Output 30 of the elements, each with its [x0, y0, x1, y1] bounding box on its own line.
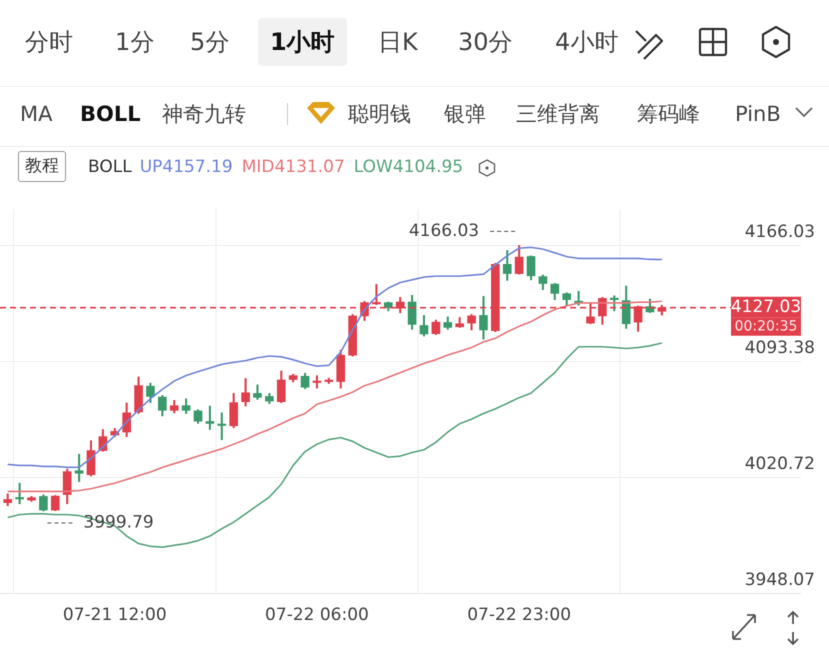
text: UP4157.19 — [140, 157, 233, 177]
text: BOLL — [80, 102, 141, 126]
x-tick-label: 07-22 06:00 — [265, 605, 369, 626]
legend-title: BOLL — [88, 157, 132, 177]
x-tick-label: 07-22 23:00 — [467, 605, 572, 626]
y-tick-label: 4020.72 — [744, 454, 815, 474]
text: MID4131.07 — [242, 157, 345, 177]
text: MA — [20, 102, 52, 126]
annotation: 4166.03 — [408, 220, 480, 241]
ref-line-label: 4127.03 — [730, 297, 802, 318]
text: 1分 — [115, 28, 154, 56]
text: 5分 — [190, 28, 230, 56]
text: 4小时 — [555, 28, 618, 56]
text: 00:20:35 — [734, 318, 798, 334]
text: PinB — [735, 102, 781, 126]
text: 神奇九转 — [162, 102, 246, 126]
text: LOW4104.95 — [354, 157, 464, 177]
text: 银弹 — [444, 102, 486, 126]
text: 三维背离 — [516, 102, 600, 126]
x-tick-label: 07-21 12:00 — [62, 605, 167, 626]
text: 30分 — [458, 28, 513, 56]
text: 日K — [378, 28, 418, 56]
y-tick-label: 3948.07 — [744, 570, 815, 590]
text: 教程 — [18, 151, 66, 182]
text: 聪明钱 — [348, 102, 411, 126]
y-tick-label: 4166.03 — [744, 222, 815, 242]
y-tick-label: 4093.38 — [744, 338, 815, 358]
text: 筹码峰 — [637, 102, 700, 126]
text: 1小时 — [258, 18, 347, 66]
text: 分时 — [25, 28, 73, 56]
